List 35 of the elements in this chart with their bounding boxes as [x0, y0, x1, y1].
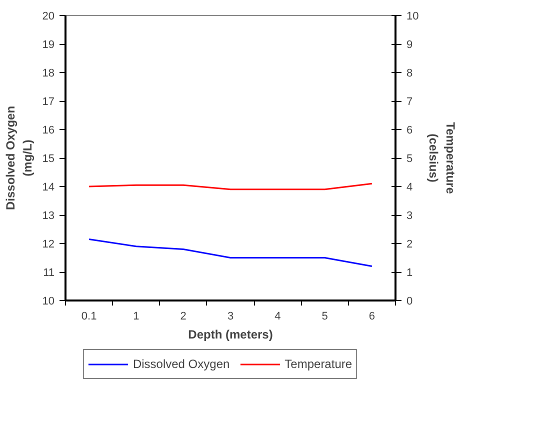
y2-tick-label: 3	[406, 210, 413, 222]
legend-label: Temperature	[284, 357, 352, 371]
y2-tick-label: 6	[406, 124, 413, 136]
x-tick-label: 0.1	[81, 310, 97, 322]
y2-tick-label: 4	[406, 182, 413, 194]
x-tick-label: 1	[133, 310, 140, 322]
y-tick-label: 13	[42, 210, 55, 222]
y2-tick-label: 10	[406, 10, 419, 22]
y2-axis-title: Temperature (celsius)	[426, 122, 458, 194]
y-tick-label: 19	[42, 39, 55, 51]
y2-tick-label: 0	[406, 296, 413, 308]
x-tick-label: 6	[368, 310, 375, 322]
y-tick-label: 11	[43, 267, 55, 279]
x-tick-label: 4	[274, 310, 281, 322]
y2-tick-label: 2	[406, 238, 413, 250]
y-tick-label: 18	[42, 68, 55, 80]
y-tick-label: 16	[42, 124, 55, 136]
y-tick-label: 10	[42, 296, 55, 308]
y-tick-label: 12	[42, 238, 55, 250]
y-tick-label: 14	[42, 182, 55, 194]
y2-tick-label: 7	[406, 96, 413, 108]
y2-tick-label: 9	[406, 39, 413, 51]
x-tick-label: 2	[180, 310, 186, 322]
y2-tick-label: 8	[406, 68, 413, 80]
line-series	[88, 238, 373, 268]
x-tick-label: 3	[227, 310, 234, 322]
y-tick-label: 17	[42, 96, 55, 108]
x-axis-title: Depth (meters)	[188, 328, 273, 342]
y2-tick-label: 1	[406, 267, 413, 279]
y-tick-label: 20	[42, 10, 55, 22]
y-axis-title: Dissolved Oxygen (mg/L)	[3, 106, 34, 210]
legend-label: Dissolved Oxygen	[132, 357, 230, 371]
x-tick-label: 5	[322, 310, 328, 322]
y2-tick-label: 5	[406, 153, 413, 165]
y-tick-label: 15	[42, 153, 55, 165]
